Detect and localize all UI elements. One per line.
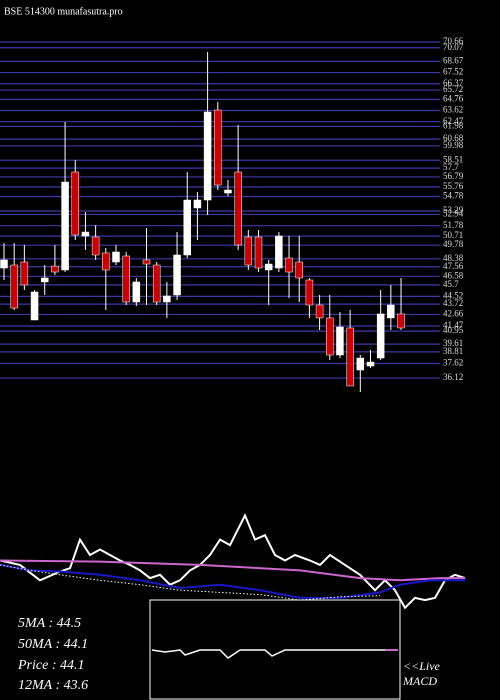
candle-body: [356, 357, 365, 371]
candle-body: [315, 304, 324, 319]
ma-label: Price : 44.1: [17, 658, 84, 673]
candle-body: [224, 189, 232, 194]
macd-line: [151, 649, 385, 659]
y-tick-label: 44.52: [443, 290, 463, 300]
indicator-line: [0, 563, 465, 599]
y-tick-label: 61.98: [443, 121, 464, 131]
y-tick-label: 68.67: [443, 55, 464, 65]
y-tick-label: 54.78: [443, 191, 464, 201]
candle-body: [112, 251, 120, 263]
y-tick-label: 40.95: [443, 325, 464, 335]
y-tick-label: 66.37: [443, 78, 464, 88]
candle-body: [387, 304, 395, 319]
candle-body: [10, 264, 18, 309]
candle-body: [376, 313, 385, 359]
candle-body: [285, 257, 293, 273]
candle-body: [234, 171, 242, 246]
y-tick-label: 51.78: [443, 220, 464, 230]
candle-body: [326, 317, 334, 356]
candle-body: [142, 259, 151, 265]
y-tick-label: 62.47: [443, 116, 464, 126]
candle-body: [102, 252, 110, 271]
candle-body: [152, 264, 161, 303]
candle-body: [264, 263, 273, 271]
candle-body: [336, 326, 344, 356]
y-tick-label: 37.62: [443, 358, 463, 368]
y-tick-label: 41.47: [443, 320, 464, 330]
indicator-line: [0, 513, 466, 610]
y-tick-label: 45.7: [443, 279, 459, 289]
y-tick-label: 48.38: [443, 253, 464, 263]
y-tick-label: 64.76: [443, 93, 464, 103]
y-tick-label: 38.81: [443, 346, 463, 356]
candle-body: [295, 261, 303, 279]
candle-body: [244, 236, 253, 266]
y-tick-label: 43.72: [443, 298, 463, 308]
y-tick-label: 59.98: [443, 140, 464, 150]
y-tick-label: 50.71: [443, 230, 463, 240]
indicator-line: [0, 564, 381, 601]
y-tick-label: 70.07: [443, 42, 464, 52]
chart-title: BSE 514300 munafasutra.pro: [4, 6, 123, 17]
candle-body: [163, 295, 171, 303]
y-tick-label: 60.68: [443, 133, 464, 143]
y-tick-label: 39.61: [443, 338, 463, 348]
candle-body: [214, 109, 222, 186]
candle-body: [30, 291, 39, 321]
candle-body: [397, 313, 405, 329]
y-tick-label: 46.58: [443, 270, 464, 280]
ma-label: 12MA : 43.6: [18, 678, 88, 693]
candle-body: [346, 327, 354, 387]
y-tick-label: 58.51: [443, 154, 463, 164]
candle-body: [40, 277, 49, 283]
indicator-line: [0, 559, 465, 582]
candle-body: [275, 235, 283, 269]
candle-body: [173, 254, 181, 296]
y-tick-label: 70.66: [443, 36, 464, 46]
y-tick-label: 67.52: [443, 67, 463, 77]
candle-body: [183, 199, 191, 256]
candle-body: [71, 171, 80, 236]
y-tick-label: 56.79: [443, 171, 464, 181]
candle-body: [132, 281, 141, 303]
y-tick-label: 65.72: [443, 84, 463, 94]
y-tick-label: 63.62: [443, 105, 463, 115]
y-tick-label: 42.66: [443, 309, 464, 319]
candle-body: [81, 231, 90, 237]
candle-body: [305, 279, 314, 306]
candle-body: [0, 259, 8, 269]
candle-body: [61, 181, 69, 271]
candle-body: [91, 236, 100, 256]
macd-box: [149, 599, 401, 700]
candle-body: [254, 236, 263, 269]
ma-label: 5MA : 44.5: [18, 616, 81, 631]
y-tick-label: 49.78: [443, 239, 464, 249]
candle-body: [122, 255, 130, 303]
y-tick-label: 55.76: [443, 181, 464, 191]
candle-body: [203, 111, 212, 201]
candle-body: [366, 361, 375, 367]
y-tick-label: 52.94: [443, 208, 464, 218]
y-tick-label: 53.29: [443, 205, 464, 215]
macd-label: MACD: [402, 674, 437, 688]
ma-label: 50MA : 44.1: [18, 637, 88, 652]
candle-body: [193, 199, 202, 209]
candle-body: [51, 265, 59, 273]
y-tick-label: 57.7: [443, 162, 459, 172]
y-tick-label: 36.12: [443, 372, 463, 382]
y-tick-label: 47.56: [443, 261, 464, 271]
candle-body: [20, 261, 29, 286]
live-label: <<Live: [403, 659, 441, 673]
